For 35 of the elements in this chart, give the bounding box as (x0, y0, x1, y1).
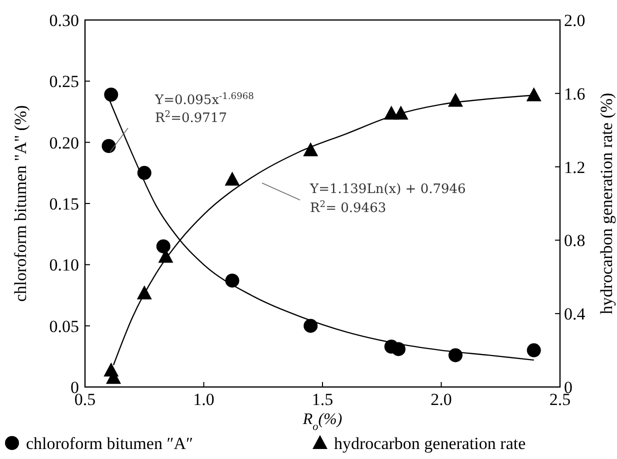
point (448, 348, 462, 362)
y-axis-title: chloroform bitumen "A" (%) (11, 105, 30, 302)
point (224, 172, 240, 186)
point (102, 139, 116, 154)
annotation: Y=1.139Ln(x) + 0.7946 (309, 182, 466, 197)
x-tick-label: 1.5 (312, 390, 334, 409)
y-tick-label: 0.20 (49, 133, 79, 152)
y2-tick-label: 1.6 (564, 84, 586, 104)
point (392, 342, 406, 356)
point (104, 88, 118, 102)
x-tick-label: 1.0 (193, 390, 214, 409)
y-tick-label: 0.30 (49, 11, 79, 30)
y2-tick-label: 0.8 (564, 231, 586, 250)
legend-label: hydrocarbon generation rate (334, 434, 526, 453)
point (303, 142, 318, 156)
annotation: R$^{2}$= 0.9463 (310, 200, 386, 216)
y2-tick-label: 1.2 (564, 158, 586, 177)
y2-tick-label: 0.4 (564, 304, 586, 324)
x-tick-label: 2.0 (430, 390, 452, 409)
y-tick-label: 0.05 (49, 316, 79, 336)
y-tick-label: 0.25 (49, 72, 79, 92)
point (526, 87, 542, 102)
legend-label: chloroform bitumen ″A″ (26, 434, 194, 453)
y-tick-label: 0.10 (49, 256, 79, 275)
x-axis-title: R$_{o}$(%) (302, 411, 342, 433)
annotation: R$^{2}$=0.9717 (155, 110, 227, 126)
point (526, 343, 541, 358)
y-tick-label: 0.15 (49, 194, 79, 214)
annotation: Y=0.095x$^{-1.6968}$ (154, 92, 254, 108)
point (137, 166, 152, 180)
y2-axis-title: hydrocarbon generation rate (%) (597, 92, 616, 314)
point (304, 318, 318, 333)
point (156, 239, 170, 254)
point (225, 274, 240, 288)
y2-tick-label: 2.0 (564, 11, 586, 30)
